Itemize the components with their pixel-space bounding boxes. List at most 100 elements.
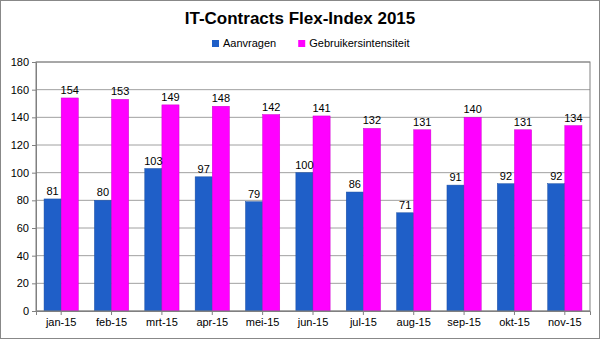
bar <box>296 173 313 311</box>
data-label: 80 <box>97 186 109 198</box>
y-tick: 40 <box>17 250 36 262</box>
x-tick-label: aug-15 <box>397 316 431 328</box>
data-label: 140 <box>463 103 481 115</box>
data-label: 153 <box>111 85 129 97</box>
legend: AanvragenGebruikersintensiteit <box>212 37 410 49</box>
y-tick-mark <box>32 173 36 174</box>
background <box>1 1 600 339</box>
bar <box>464 117 481 311</box>
y-tick-mark <box>32 90 36 91</box>
bar <box>363 128 380 311</box>
y-tick-mark <box>32 311 36 312</box>
y-tick-mark <box>32 117 36 118</box>
bar <box>112 99 129 311</box>
x-tick: apr-15 <box>196 311 228 328</box>
data-label: 81 <box>46 185 58 197</box>
x-tick-mark <box>413 311 414 315</box>
legend-label: Gebruikersintensiteit <box>309 37 409 49</box>
x-tick-label: nov-15 <box>548 316 582 328</box>
bar <box>414 130 431 311</box>
bar <box>44 199 61 311</box>
x-tick: nov-15 <box>548 311 582 328</box>
bar <box>61 98 78 311</box>
y-tick-label: 140 <box>11 111 29 123</box>
data-label: 131 <box>413 116 431 128</box>
x-tick: feb-15 <box>96 311 127 328</box>
y-tick-mark <box>32 200 36 201</box>
grid <box>36 62 590 311</box>
x-tick-label: jan-15 <box>45 316 77 328</box>
data-label: 100 <box>295 159 313 171</box>
data-label: 148 <box>212 92 230 104</box>
data-label: 79 <box>248 188 260 200</box>
data-label: 92 <box>500 170 512 182</box>
x-tick-mark <box>363 311 364 315</box>
y-tick: 60 <box>17 222 36 234</box>
bar <box>497 184 514 311</box>
legend-swatch <box>298 40 305 47</box>
data-label: 97 <box>198 163 210 175</box>
y-tick-mark <box>32 145 36 146</box>
x-tick-label: sep-15 <box>447 316 481 328</box>
x-tick-mark <box>111 311 112 315</box>
y-tick: 100 <box>11 167 36 179</box>
y-tick-label: 160 <box>11 84 29 96</box>
bar <box>514 130 531 311</box>
x-tick: mrt-15 <box>146 311 178 328</box>
y-tick-mark <box>32 283 36 284</box>
bar <box>565 126 582 311</box>
bar <box>145 169 162 311</box>
x-axis-line <box>37 312 591 316</box>
x-tick: jan-15 <box>45 311 77 328</box>
y-tick-label: 60 <box>17 222 29 234</box>
y-tick-label: 120 <box>11 139 29 151</box>
x-tick: aug-15 <box>397 311 431 328</box>
y-tick: 140 <box>11 111 36 123</box>
y-tick: 80 <box>17 194 36 206</box>
x-tick-label: apr-15 <box>196 316 228 328</box>
x-tick-mark <box>464 311 465 315</box>
y-tick-label: 180 <box>11 56 29 68</box>
data-label: 103 <box>144 155 162 167</box>
data-label: 86 <box>349 178 361 190</box>
bar <box>263 115 280 311</box>
bars <box>44 98 582 311</box>
data-label: 131 <box>514 116 532 128</box>
x-tick-label: mei-15 <box>246 316 280 328</box>
x-tick-mark <box>61 311 62 315</box>
data-label: 142 <box>262 101 280 113</box>
chart: IT-Contracts Flex-Index 2015AanvragenGeb… <box>0 0 600 339</box>
bar <box>212 106 229 311</box>
x-axis: jan-15 feb-15 mrt-15 apr-15 mei-15 jun-15 jul-… <box>37 311 591 328</box>
bar <box>548 184 565 311</box>
x-tick-mark <box>262 311 263 315</box>
y-axis-line <box>32 63 37 312</box>
y-tick-label: 20 <box>17 277 29 289</box>
bar <box>397 213 414 311</box>
bar <box>162 105 179 311</box>
x-tick-mark <box>564 311 565 315</box>
data-label: 92 <box>550 170 562 182</box>
y-tick-mark <box>32 256 36 257</box>
y-tick: 160 <box>11 84 36 96</box>
y-tick: 20 <box>17 277 36 289</box>
bar <box>195 177 212 311</box>
data-label: 71 <box>399 199 411 211</box>
x-tick-label: jun-15 <box>297 316 329 328</box>
y-tick-label: 100 <box>11 167 29 179</box>
bar <box>346 192 363 311</box>
data-label: 141 <box>312 102 330 114</box>
y-tick-label: 80 <box>17 194 29 206</box>
data-label: 134 <box>564 112 582 124</box>
data-labels: 8180103977910086719192921541531491481421… <box>46 84 582 211</box>
x-tick-label: mrt-15 <box>146 316 178 328</box>
y-tick-mark <box>32 228 36 229</box>
x-tick: sep-15 <box>447 311 481 328</box>
x-tick: jul-15 <box>349 311 377 328</box>
x-tick-mark <box>212 311 213 315</box>
x-tick-mark <box>313 311 314 315</box>
bar <box>246 202 263 311</box>
plot-frame <box>36 62 590 311</box>
plot: 020406080100120140160180jan-15feb-15mrt-… <box>11 56 591 328</box>
x-tick: jun-15 <box>297 311 329 328</box>
